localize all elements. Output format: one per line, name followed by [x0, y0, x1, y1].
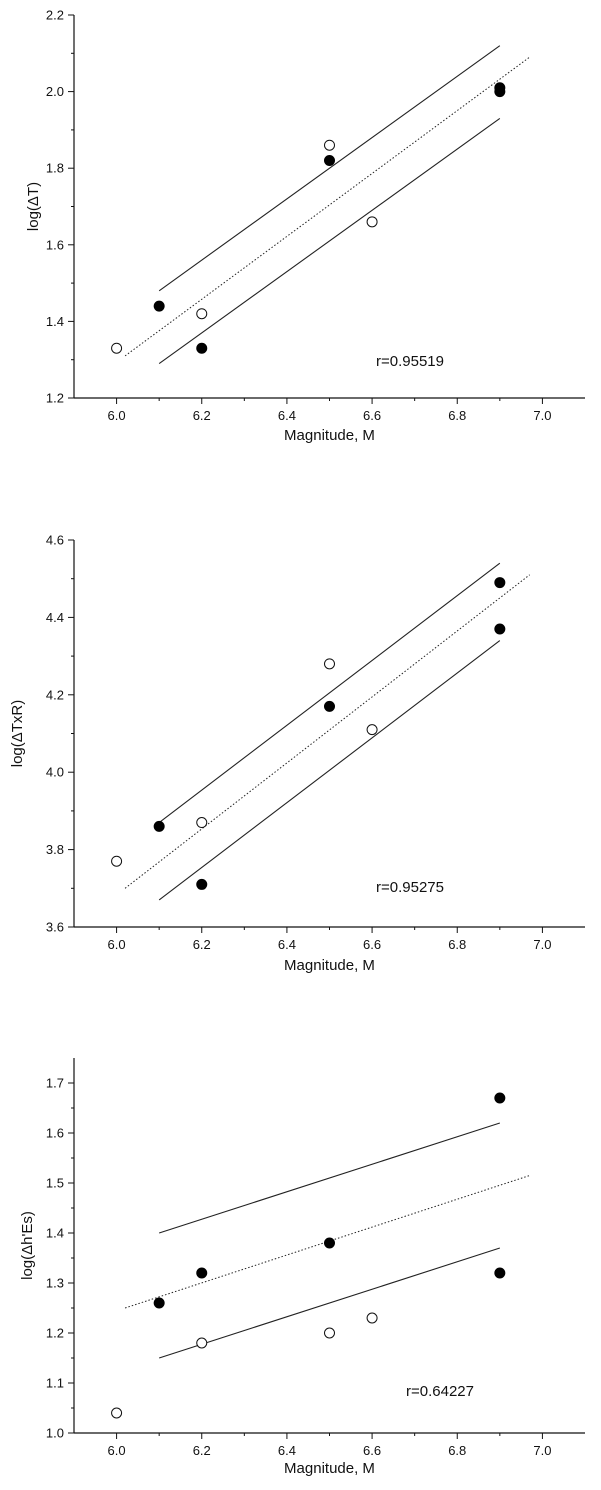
open-data-point [366, 724, 378, 736]
filled-data-point [324, 155, 335, 167]
chart-panel-3: 6.0 6.2 6.4 6.6 6.8 7.0 1.0 1.1 1.2 1.3 1.4 1.5 1.6 1… [19, 1058, 585, 1477]
filled-data-point [494, 577, 506, 589]
y-tick-label: 4.6 [46, 533, 64, 548]
open-data-point [111, 342, 123, 354]
filled-data-point [153, 820, 165, 832]
y-tick-label: 4.0 [46, 765, 64, 780]
filled-data-point [196, 342, 208, 354]
lower-bound-line [158, 117, 501, 364]
x-tick-label: 6.8 [448, 937, 466, 952]
open-data-point [366, 1312, 378, 1324]
filled-data-point [153, 300, 165, 312]
correlation-annotation: r=0.95519 [376, 353, 444, 370]
upper-bound-line [158, 45, 501, 292]
y-tick-label: 1.7 [46, 1076, 64, 1091]
correlation-annotation: r=0.64227 [406, 1383, 474, 1400]
open-data-point [324, 139, 335, 151]
lower-bound-line [158, 640, 501, 901]
open-data-point [196, 308, 208, 320]
x-tick-label: 6.2 [193, 937, 211, 952]
chart-panel-1: 6.0 6.2 6.4 6.6 6.8 7.0 1.2 1.4 1.6 1.8 2.0 2.2 Magn… [25, 8, 585, 444]
y-tick-label: 1.2 [46, 391, 64, 406]
x-tick-label: 6.0 [108, 1443, 126, 1458]
x-tick-label: 7.0 [533, 937, 551, 952]
y-tick-label: 4.2 [46, 687, 64, 702]
filled-data-point [196, 878, 208, 890]
y-tick-label: 1.0 [46, 1426, 64, 1441]
regression-fit-line [124, 574, 530, 889]
upper-bound-line [158, 562, 501, 823]
x-tick-label: 6.0 [108, 937, 126, 952]
x-tick-label: 7.0 [533, 1443, 551, 1458]
y-tick-label: 1.4 [46, 314, 64, 329]
x-tick-label: 6.6 [363, 937, 381, 952]
y-tick-label: 1.5 [46, 1176, 64, 1191]
regression-fit-line [124, 1175, 530, 1309]
correlation-annotation: r=0.95275 [376, 879, 444, 896]
lower-bound-line [158, 1247, 501, 1359]
x-tick-label: 6.6 [363, 1443, 381, 1458]
filled-data-point [324, 1237, 335, 1249]
filled-data-point [494, 1267, 506, 1279]
y-axis-label: log(ΔT) [25, 182, 42, 231]
x-tick-label: 6.8 [448, 408, 466, 423]
filled-data-point [494, 86, 506, 98]
y-tick-label: 1.2 [46, 1326, 64, 1341]
y-tick-label: 3.8 [46, 842, 64, 857]
filled-data-point [324, 700, 335, 712]
open-data-point [324, 1327, 335, 1339]
y-tick-label: 4.4 [46, 610, 64, 625]
y-tick-label: 2.2 [46, 8, 64, 23]
open-data-point [196, 817, 208, 829]
y-tick-label: 1.3 [46, 1276, 64, 1291]
filled-data-point [494, 1092, 506, 1104]
y-axis-label: log(ΔTxR) [9, 700, 26, 768]
upper-bound-line [158, 1122, 501, 1234]
x-axis-label: Magnitude, M [284, 1460, 375, 1477]
x-tick-label: 6.0 [108, 408, 126, 423]
x-tick-label: 6.2 [193, 408, 211, 423]
x-tick-label: 6.4 [278, 408, 296, 423]
y-tick-label: 1.8 [46, 161, 64, 176]
x-axis-label: Magnitude, M [284, 427, 375, 444]
y-tick-label: 1.6 [46, 1126, 64, 1141]
open-data-point [324, 658, 335, 670]
x-tick-label: 6.4 [278, 937, 296, 952]
open-data-point [196, 1337, 208, 1349]
x-tick-label: 6.8 [448, 1443, 466, 1458]
open-data-point [111, 1407, 123, 1419]
y-tick-label: 3.6 [46, 920, 64, 935]
x-tick-label: 6.4 [278, 1443, 296, 1458]
x-axis-label: Magnitude, M [284, 957, 375, 974]
filled-data-point [153, 1297, 165, 1309]
y-tick-label: 1.1 [46, 1376, 64, 1391]
filled-data-point [196, 1267, 208, 1279]
open-data-point [366, 216, 378, 228]
y-tick-label: 1.4 [46, 1226, 64, 1241]
y-tick-label: 2.0 [46, 84, 64, 99]
x-tick-label: 6.2 [193, 1443, 211, 1458]
y-axis-label: log(Δh'Es) [19, 1211, 36, 1280]
x-tick-label: 6.6 [363, 408, 381, 423]
y-tick-label: 1.6 [46, 237, 64, 252]
x-tick-label: 7.0 [533, 408, 551, 423]
filled-data-point [494, 623, 506, 635]
regression-fit-line [124, 56, 530, 357]
open-data-point [111, 855, 123, 867]
chart-panel-2: 6.0 6.2 6.4 6.6 6.8 7.0 3.6 3.8 4.0 4.2 4.4 4.6 Magn… [9, 533, 585, 974]
